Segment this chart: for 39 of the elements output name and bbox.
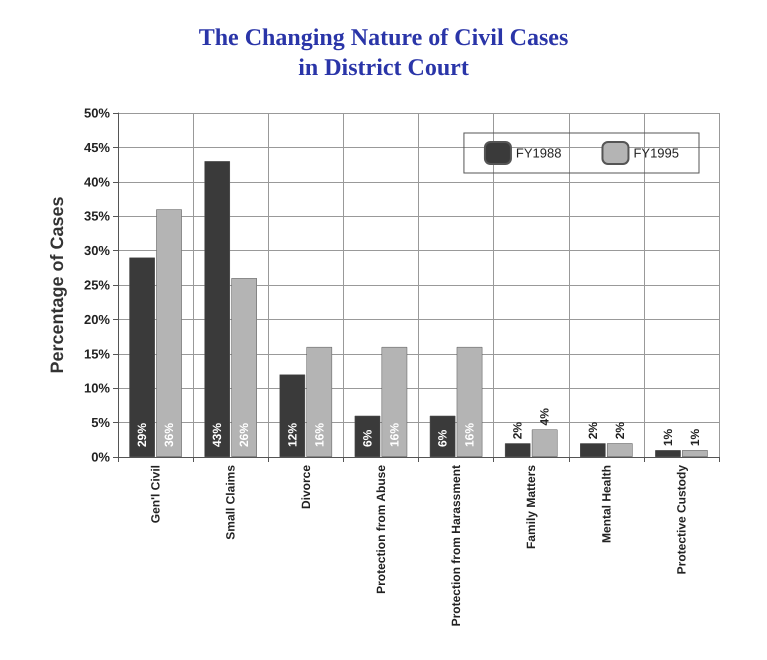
data-label: 1% [688,428,702,446]
y-tick-label: 0% [91,450,110,464]
data-label: 2% [510,422,525,440]
y-tick-label: 50% [84,106,110,120]
data-label: 6% [436,429,450,447]
x-tick-label: Protection from Abuse [374,464,388,594]
x-tick-label: Small Claims [224,464,238,540]
chart-title: The Changing Nature of Civil Cases in District Court [198,25,568,81]
x-tick-label: Divorce [298,464,313,510]
data-label: 6% [360,429,374,447]
y-tick-label: 35% [84,208,110,224]
legend-label: FY1988 [516,146,562,160]
y-tick-label: 15% [84,346,110,362]
data-label: 26% [237,422,252,447]
x-tick-label: Mental Health [599,465,614,544]
x-tick-label: Protective Custody [674,464,688,574]
y-tick-label: 45% [84,140,110,155]
y-axis-title: Percentage of Cases [47,196,67,374]
x-tick-label: Family Matters [524,464,538,550]
data-label: 29% [135,422,150,447]
x-tick-label: Protection from Harassment [449,465,464,626]
data-label: 43% [210,422,224,447]
y-tick-label: 10% [84,380,110,396]
y-tick-label: 30% [84,243,110,258]
data-label: 4% [538,408,552,426]
data-label: 2% [586,422,600,440]
y-tick-label: 25% [84,278,110,292]
data-label: 16% [462,422,477,447]
y-tick-label: 20% [84,312,110,327]
legend-label: FY1995 [633,146,680,160]
data-label: 16% [312,422,326,447]
data-label: 12% [285,422,300,447]
x-tick-label: Gen'l Civil [148,465,163,524]
data-label: 16% [387,422,402,447]
data-label: 1% [660,428,675,446]
data-label: 36% [162,422,176,447]
data-label: 2% [612,422,627,440]
y-tick-label: 40% [84,174,110,190]
y-tick-label: 5% [91,415,110,430]
